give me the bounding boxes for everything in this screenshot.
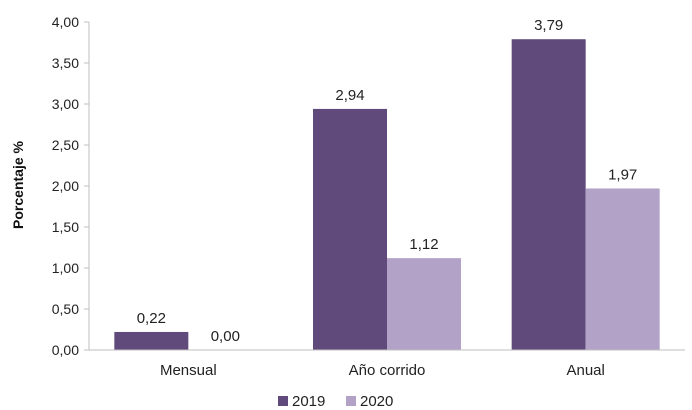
x-tick-label: Anual bbox=[566, 362, 604, 379]
y-tick-label: 2,50 bbox=[52, 137, 79, 153]
data-labels: 0,22 0,00 2,94 1,12 3,79 1,97 bbox=[137, 17, 638, 345]
legend: 2019 2020 bbox=[278, 393, 393, 410]
x-axis: Mensual Año corrido Anual bbox=[160, 362, 605, 379]
bar-2019-0 bbox=[114, 331, 189, 350]
data-label: 3,79 bbox=[534, 17, 563, 34]
legend-swatch-2019 bbox=[278, 396, 288, 406]
data-label: 0,00 bbox=[211, 328, 240, 345]
y-tick-label: 0,50 bbox=[52, 301, 79, 317]
y-tick-label: 3,00 bbox=[52, 96, 79, 112]
y-tick-label: 1,50 bbox=[52, 219, 79, 235]
bar-2020-1 bbox=[387, 258, 461, 350]
x-tick-label: Mensual bbox=[160, 362, 217, 379]
data-label: 2,94 bbox=[335, 87, 364, 104]
y-tick-label: 2,00 bbox=[52, 178, 79, 194]
y-tick-label: 0,00 bbox=[52, 342, 79, 358]
y-axis: 0,00 0,50 1,00 1,50 2,00 2,50 3,00 3,50 4,00 bbox=[52, 14, 89, 358]
bars bbox=[114, 39, 660, 350]
y-tick-label: 4,00 bbox=[52, 14, 79, 30]
y-tick-label: 1,00 bbox=[52, 260, 79, 276]
data-label: 1,12 bbox=[409, 236, 438, 253]
y-axis-label: Porcentaje % bbox=[10, 140, 26, 228]
legend-swatch-2020 bbox=[346, 396, 356, 406]
x-tick-label: Año corrido bbox=[349, 362, 426, 379]
axes bbox=[88, 22, 685, 351]
legend-label: 2020 bbox=[360, 393, 393, 410]
data-label: 1,97 bbox=[608, 166, 637, 183]
legend-label: 2019 bbox=[292, 393, 325, 410]
bar-2020-2 bbox=[585, 188, 660, 350]
data-label: 0,22 bbox=[137, 310, 166, 327]
bar-2019-1 bbox=[313, 108, 387, 350]
bar-2019-2 bbox=[511, 39, 586, 350]
y-tick-label: 3,50 bbox=[52, 55, 79, 71]
